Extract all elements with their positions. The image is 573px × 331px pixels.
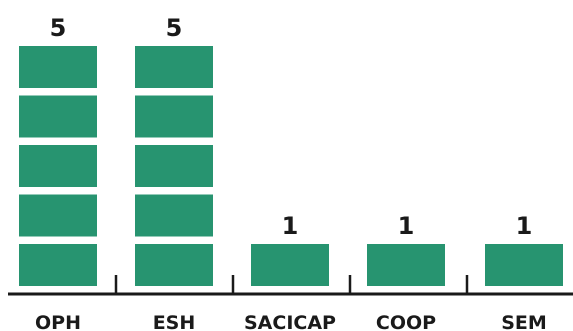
bar-block-oph-3 bbox=[19, 145, 97, 187]
bar-block-esh-5 bbox=[135, 46, 213, 88]
category-label-oph: OPH bbox=[35, 312, 81, 331]
bar-block-oph-5 bbox=[19, 46, 97, 88]
bar-block-oph-2 bbox=[19, 194, 97, 237]
value-label-esh: 5 bbox=[166, 14, 183, 42]
bar-block-esh-2 bbox=[135, 194, 213, 237]
category-label-coop: COOP bbox=[376, 312, 436, 331]
value-label-oph: 5 bbox=[50, 14, 67, 42]
bar-blocks-layer bbox=[19, 46, 563, 286]
bar-block-coop-1 bbox=[367, 244, 445, 286]
value-label-coop: 1 bbox=[398, 212, 415, 240]
category-label-esh: ESH bbox=[153, 312, 196, 331]
bar-block-sem-1 bbox=[485, 244, 563, 286]
x-axis-ticks-layer bbox=[114, 275, 469, 294]
category-label-sem: SEM bbox=[501, 312, 547, 331]
value-label-sacicap: 1 bbox=[282, 212, 299, 240]
value-label-sem: 1 bbox=[516, 212, 533, 240]
category-labels-layer: OPH ESH SACICAP COOP SEM bbox=[35, 312, 547, 331]
bar-block-esh-4 bbox=[135, 95, 213, 138]
bar-block-sacicap-1 bbox=[251, 244, 329, 286]
bar-block-esh-3 bbox=[135, 145, 213, 187]
category-label-sacicap: SACICAP bbox=[244, 312, 336, 331]
bar-block-oph-1 bbox=[19, 244, 97, 286]
bar-block-oph-4 bbox=[19, 95, 97, 138]
bar-block-esh-1 bbox=[135, 244, 213, 286]
value-labels-layer: 5 5 1 1 1 bbox=[50, 14, 533, 240]
